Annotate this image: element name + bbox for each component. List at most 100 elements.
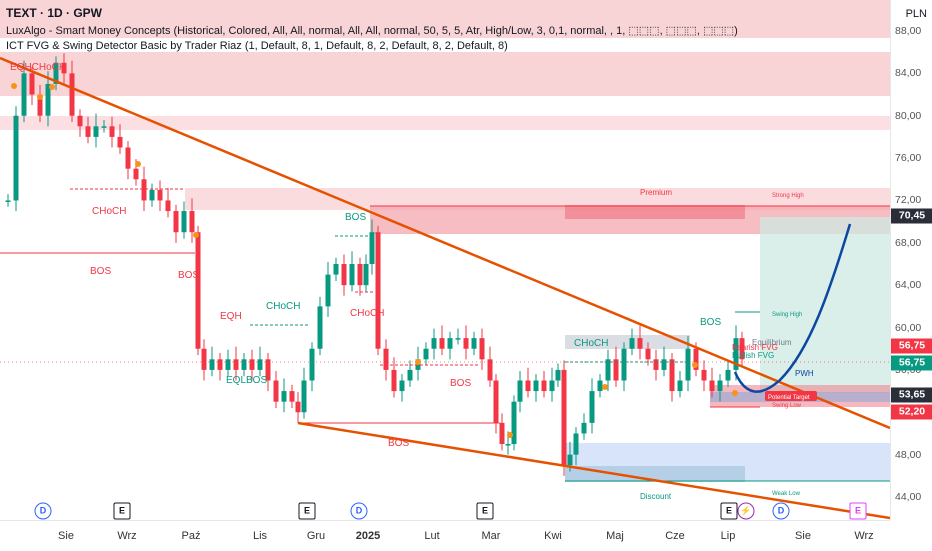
swing-high-label: Swing High xyxy=(772,312,802,318)
bos-low-label: BOS xyxy=(388,438,409,449)
long-position-box xyxy=(760,217,890,393)
bos-left-2-label: BOS xyxy=(178,270,199,281)
earnings-event-icon[interactable]: E xyxy=(476,502,494,520)
candle-body xyxy=(613,359,619,381)
price-tick: 68,00 xyxy=(895,236,922,249)
chart-pane[interactable]: EQHCHoCH CHoCH BOS BOS EQH CHoCH EQLBOS BOS CHoC… xyxy=(0,0,890,520)
earnings-event-icon[interactable]: E xyxy=(113,502,131,520)
candle-body xyxy=(709,380,715,392)
time-tick: Paź xyxy=(181,530,201,542)
earnings-event-icon[interactable]: E xyxy=(849,502,867,520)
candle-body xyxy=(241,359,247,370)
swing-low-label: Swing Low xyxy=(772,403,802,409)
bos-left-label: BOS xyxy=(90,266,111,277)
candle-body xyxy=(225,359,231,370)
candle-body xyxy=(157,189,163,201)
candle-body xyxy=(93,126,99,137)
dividend-event-icon[interactable]: D xyxy=(34,502,52,520)
lower-trendline[interactable] xyxy=(297,421,890,520)
candle-body xyxy=(567,454,573,466)
dividend-event-icon[interactable]: D xyxy=(350,502,368,520)
time-tick: Mar xyxy=(481,530,501,542)
price-tick: 44,00 xyxy=(895,491,922,503)
supply-strip-zone xyxy=(0,116,890,130)
equilibrium-zone xyxy=(565,335,690,349)
candle-body xyxy=(733,338,739,370)
projection-curve[interactable] xyxy=(733,223,852,393)
candle-body xyxy=(37,94,43,116)
candle-body xyxy=(677,380,683,392)
price-label: 52,20 xyxy=(891,404,932,420)
candle-body xyxy=(29,73,35,95)
candle-body xyxy=(383,348,389,370)
candle-body xyxy=(645,348,651,360)
candle-body xyxy=(13,115,19,201)
candle-body xyxy=(317,306,323,349)
price-axis[interactable]: PLN 88,00 84,00 80,00 76,00 72,00 68,00 64,00 6… xyxy=(890,0,932,520)
earnings-event-icon[interactable]: E xyxy=(298,502,316,520)
candle-body xyxy=(555,369,561,381)
weak-low-label: Weak Low xyxy=(772,491,801,497)
symbol-title[interactable]: TEXT · 1D · GPW xyxy=(6,6,102,20)
candle-body xyxy=(463,338,469,349)
candle-body xyxy=(447,338,453,349)
candle-body xyxy=(133,168,139,180)
indicator-luxalgo-legend[interactable]: LuxAlgo - Smart Money Concepts (Historic… xyxy=(6,25,738,37)
indicator-ict-legend[interactable]: ICT FVG & Swing Detector Basic by Trader… xyxy=(6,40,508,52)
price-tick: 60,00 xyxy=(895,321,922,334)
pwh-label: PWH xyxy=(795,369,814,378)
candle-body xyxy=(189,211,195,233)
time-tick: Lis xyxy=(252,530,268,542)
candle-body xyxy=(61,62,67,74)
candle-body xyxy=(125,147,131,169)
candle-body xyxy=(589,391,595,423)
candle-body xyxy=(407,369,413,381)
strong-high-block xyxy=(565,205,745,219)
time-tick: Lip xyxy=(720,530,736,542)
time-axis[interactable]: Sie Wrz Paź Lis Gru 2025 Lut Mar Kwi Maj Cze Lip Sie… xyxy=(0,520,890,551)
candle-body xyxy=(357,264,363,286)
upper-trendline[interactable] xyxy=(0,56,890,430)
swing-point-marker xyxy=(193,232,199,238)
candle-body xyxy=(101,126,107,128)
split-event-icon[interactable]: ⚡ xyxy=(737,502,755,520)
price-tick: 80,00 xyxy=(895,109,922,122)
bos-mid-label: BOS xyxy=(450,378,471,389)
time-tick: Lut xyxy=(424,530,440,542)
candle-body xyxy=(701,369,707,381)
eql-bos-label: EQLBOS xyxy=(226,375,267,386)
discount-label: Discount xyxy=(640,492,672,501)
candle-body xyxy=(309,348,315,381)
candle-body xyxy=(301,380,307,413)
candle-body xyxy=(257,359,263,370)
swing-point-marker xyxy=(415,359,421,365)
candle-body xyxy=(581,422,587,434)
premium-label: Premium xyxy=(640,188,672,197)
earnings-event-icon[interactable]: E xyxy=(720,502,738,520)
time-tick: Wrz xyxy=(117,530,137,542)
discount-block xyxy=(565,466,745,482)
swing-point-marker xyxy=(37,94,43,100)
choch-green-label: CHoCH xyxy=(574,338,608,349)
candle-body xyxy=(109,126,115,137)
candle-body xyxy=(541,380,547,392)
candle-body xyxy=(533,380,539,392)
price-label: 70,45 xyxy=(891,208,932,224)
candle-body xyxy=(21,73,27,116)
candle-body xyxy=(487,359,493,381)
candle-body xyxy=(217,359,223,370)
price-tick: 88,00 xyxy=(895,25,922,37)
dividend-event-icon[interactable]: D xyxy=(772,502,790,520)
currency-label[interactable]: PLN xyxy=(905,8,927,20)
candle-body xyxy=(233,359,239,370)
price-tick: 48,00 xyxy=(895,448,922,461)
price-tick: 72,00 xyxy=(895,194,922,207)
candle-body xyxy=(69,73,75,116)
swing-point-marker xyxy=(49,84,55,90)
candle-body xyxy=(77,115,83,127)
equilibrium-label: Equilibrium xyxy=(752,338,792,347)
candle-body xyxy=(549,380,555,392)
choch-mid-label: CHoCH xyxy=(266,301,300,312)
